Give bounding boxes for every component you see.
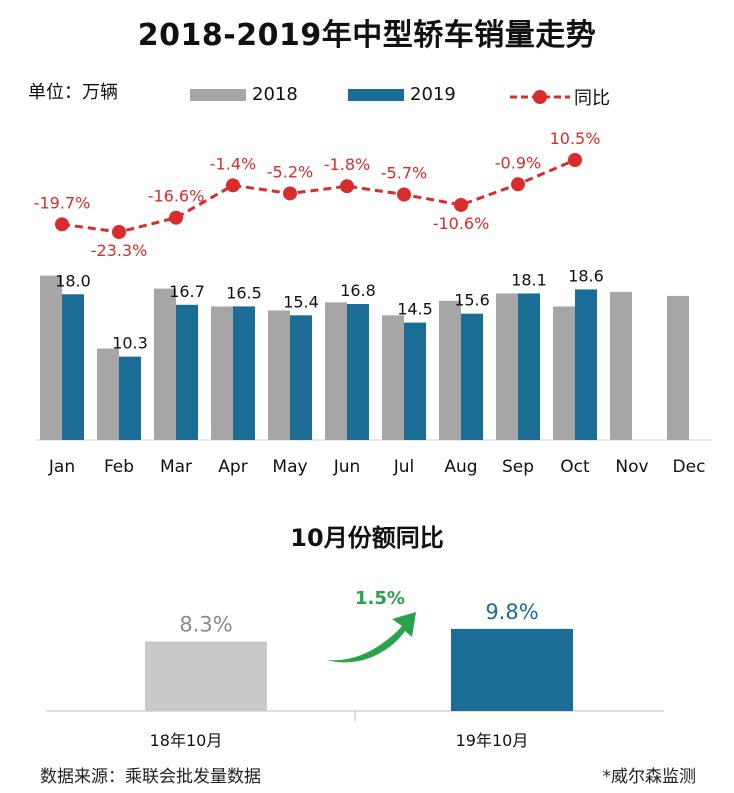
legend-2018-label: 2018 — [252, 84, 298, 105]
tick-label-nov: Nov — [615, 457, 648, 477]
share-value-label-2019: 9.8% — [485, 600, 538, 624]
yoy-label-jun: -1.8% — [324, 155, 370, 174]
bar-2019-aug — [461, 313, 483, 440]
value-label-2019-apr: 16.5 — [226, 283, 262, 302]
value-label-2019-oct: 18.6 — [568, 266, 604, 285]
bar-2018-jan — [40, 275, 62, 440]
share-value-label-2018: 8.3% — [179, 612, 232, 636]
bar-2018-apr — [211, 306, 233, 440]
yoy-point-jun — [340, 179, 354, 194]
bar-2019-sep — [518, 293, 540, 440]
tick-label-aug: Aug — [444, 457, 477, 477]
bar-2018-jul — [382, 315, 404, 440]
monthly-sales-chart: 18.0 Jan 10.3 Feb 16.7 Mar 16.5 Apr 15.4 May 16.8 J… — [34, 129, 712, 477]
yoy-point-sep — [511, 177, 525, 192]
value-label-2019-mar: 16.7 — [169, 282, 205, 301]
yoy-label-jul: -5.7% — [381, 164, 427, 183]
bar-2018-mar — [154, 288, 176, 440]
bar-2019-oct — [575, 289, 597, 440]
yoy-point-jul — [397, 187, 411, 202]
value-label-2019-feb: 10.3 — [112, 334, 148, 353]
yoy-label-oct: 10.5% — [550, 129, 601, 148]
bar-2018-feb — [97, 348, 119, 440]
bar-2019-jul — [404, 322, 426, 440]
value-label-2019-jul: 14.5 — [397, 300, 433, 319]
value-label-2019-aug: 15.6 — [454, 291, 490, 310]
legend-yoy-marker — [510, 90, 570, 104]
legend-yoy-label: 同比 — [574, 88, 610, 109]
yoy-label-aug: -10.6% — [433, 214, 490, 233]
yoy-label-feb: -23.3% — [91, 241, 148, 260]
value-label-2019-jun: 16.8 — [340, 281, 376, 300]
value-label-2019-may: 15.4 — [283, 292, 319, 311]
share-category-label-2018: 18年10月 — [150, 731, 223, 750]
yoy-label-may: -5.2% — [267, 162, 313, 181]
value-label-2019-sep: 18.1 — [511, 270, 547, 289]
tick-label-dec: Dec — [673, 457, 706, 477]
legend-yoy: 同比 — [508, 84, 610, 110]
tick-label-jul: Jul — [393, 457, 415, 477]
tick-label-may: May — [272, 457, 307, 477]
increase-arrow-icon — [326, 612, 416, 663]
share-bar-2018 — [145, 641, 267, 711]
legend-2019-swatch — [348, 88, 404, 101]
yoy-line — [61, 158, 576, 234]
share-category-label-2019: 19年10月 — [456, 731, 529, 750]
yoy-point-apr — [226, 178, 240, 193]
bar-2018-sep — [496, 293, 518, 440]
yoy-point-feb — [112, 225, 126, 239]
bar-2018-may — [268, 310, 290, 440]
share-bar-2019 — [451, 628, 573, 711]
legend-2019: 2019 — [348, 84, 456, 105]
bar-2018-jun — [325, 302, 347, 440]
unit-label: 单位：万辆 — [28, 82, 118, 103]
yoy-label-apr: -1.4% — [210, 154, 256, 173]
bar-2019-may — [290, 315, 312, 440]
yoy-label-sep: -0.9% — [495, 153, 541, 172]
bar-2019-jun — [347, 304, 369, 440]
tick-label-feb: Feb — [104, 457, 134, 477]
yoy-point-jan — [55, 217, 69, 232]
legend-2018-swatch — [190, 88, 246, 101]
data-source: 数据来源：乘联会批发量数据 — [40, 767, 261, 787]
credit-note: *威尔森监测 — [602, 767, 697, 787]
yoy-label-mar: -16.6% — [148, 187, 205, 206]
tick-label-apr: Apr — [218, 457, 247, 477]
tick-label-oct: Oct — [560, 457, 590, 477]
legend-2018: 2018 — [190, 84, 298, 105]
value-label-2019-jan: 18.0 — [55, 271, 91, 290]
bar-2018-dec — [667, 295, 689, 440]
tick-label-mar: Mar — [160, 457, 192, 477]
bar-2019-feb — [119, 356, 141, 440]
tick-label-jan: Jan — [48, 457, 75, 477]
yoy-point-may — [283, 186, 297, 201]
legend-2019-label: 2019 — [410, 84, 456, 105]
tick-label-jun: Jun — [333, 457, 361, 477]
share-title: 10月份额同比 — [290, 524, 444, 552]
chart-title: 2018-2019年中型轿车销量走势 — [137, 18, 597, 53]
bar-2018-aug — [439, 300, 461, 440]
bar-2018-nov — [610, 291, 632, 440]
yoy-point-aug — [454, 197, 468, 212]
yoy-point-oct — [568, 153, 582, 167]
yoy-label-jan: -19.7% — [34, 193, 91, 212]
bar-2019-jan — [62, 294, 84, 440]
bar-2018-oct — [553, 306, 575, 440]
tick-label-sep: Sep — [502, 457, 534, 477]
bar-2019-apr — [233, 306, 255, 440]
yoy-point-mar — [169, 210, 183, 225]
share-change-label: 1.5% — [355, 588, 405, 609]
bar-2019-mar — [176, 304, 198, 440]
